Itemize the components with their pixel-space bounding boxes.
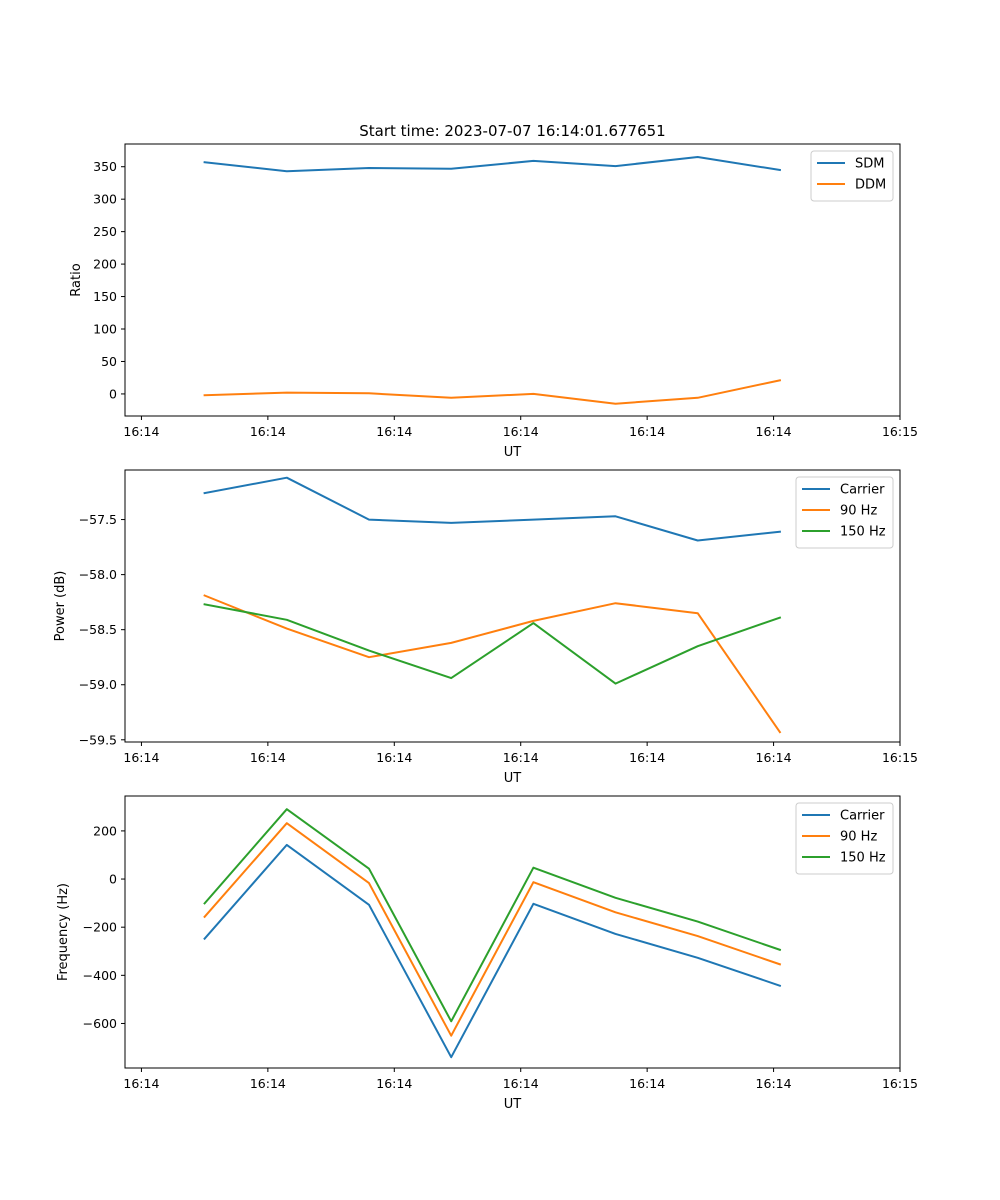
y-tick-label: 200 [93,823,117,838]
y-tick-label: −58.0 [79,567,117,582]
x-tick-label: 16:14 [503,1076,539,1091]
y-tick-label: −58.5 [79,622,117,637]
x-tick-label: 16:14 [250,1076,286,1091]
x-tick-label: 16:14 [250,424,286,439]
x-tick-label: 16:14 [629,424,665,439]
y-tick-label: 0 [109,386,117,401]
x-tick-label: 16:14 [250,750,286,765]
x-tick-label: 16:14 [756,1076,792,1091]
y-tick-label: −59.0 [79,677,117,692]
series-line-sdm [203,156,782,173]
y-tick-label: 250 [93,224,117,239]
x-tick-label: 16:14 [376,1076,412,1091]
panel-2: 16:14 16:14 16:14 16:14 16:14 16:14 16:15 UT −59… [53,469,918,786]
series-line-90-hz [203,594,782,734]
legend-label: DDM [855,178,886,193]
legend-label: SDM [855,157,884,172]
legend-label: 150 Hz [840,525,886,540]
y-tick-label: −59.5 [79,732,117,747]
y-tick-label: −200 [83,920,117,935]
x-tick-label: 16:14 [503,750,539,765]
x-axis-label: UT [504,1097,522,1112]
legend-label: Carrier [840,483,885,498]
legend-label: 90 Hz [840,830,877,845]
y-axis-label: Frequency (Hz) [56,883,71,981]
y-tick-label: −400 [83,968,117,983]
y-tick-label: −57.5 [79,512,117,527]
axes-frame [124,795,901,1069]
series-line-carrier [203,843,782,1059]
y-tick-label: 150 [93,289,117,304]
x-tick-label: 16:14 [123,1076,159,1091]
series-line-150-hz [203,808,782,1023]
y-tick-label: 200 [93,257,117,272]
x-tick-label: 16:15 [882,1076,918,1091]
x-tick-label: 16:15 [882,750,918,765]
y-axis-label: Ratio [69,263,84,296]
x-tick-label: 16:14 [123,424,159,439]
x-axis-label: UT [504,445,522,460]
legend: Carrier 90 Hz 150 Hz [795,802,894,875]
legend-label: Carrier [840,809,885,824]
x-tick-label: 16:15 [882,424,918,439]
x-tick-label: 16:14 [756,424,792,439]
panel-1: 16:14 16:14 16:14 16:14 16:14 16:14 16:15 UT 0 50… [69,143,918,460]
legend-label: 90 Hz [840,504,877,519]
y-tick-label: 50 [101,354,117,369]
y-tick-label: 0 [109,872,117,887]
legend: Carrier 90 Hz 150 Hz [795,476,894,549]
legend-label: 150 Hz [840,851,886,866]
panel-3: 16:14 16:14 16:14 16:14 16:14 16:14 16:15 UT −60… [56,795,918,1112]
series-line-150-hz [203,603,782,685]
x-tick-label: 16:14 [503,424,539,439]
x-tick-label: 16:14 [629,1076,665,1091]
series-line-90-hz [203,822,782,1037]
x-tick-label: 16:14 [376,750,412,765]
x-tick-label: 16:14 [376,424,412,439]
axes-frame [124,143,901,417]
legend: SDM DDM [810,150,894,202]
chart-title: Start time: 2023-07-07 16:14:01.677651 [359,122,665,140]
y-tick-label: −600 [83,1016,117,1031]
axes-frame [124,469,901,743]
y-tick-label: 100 [93,322,117,337]
y-axis-label: Power (dB) [53,571,68,642]
x-tick-label: 16:14 [123,750,159,765]
x-tick-label: 16:14 [756,750,792,765]
series-line-carrier [203,476,782,542]
x-tick-label: 16:14 [629,750,665,765]
y-tick-label: 300 [93,192,117,207]
y-tick-label: 350 [93,159,117,174]
x-axis-label: UT [504,771,522,786]
series-line-ddm [203,379,782,405]
